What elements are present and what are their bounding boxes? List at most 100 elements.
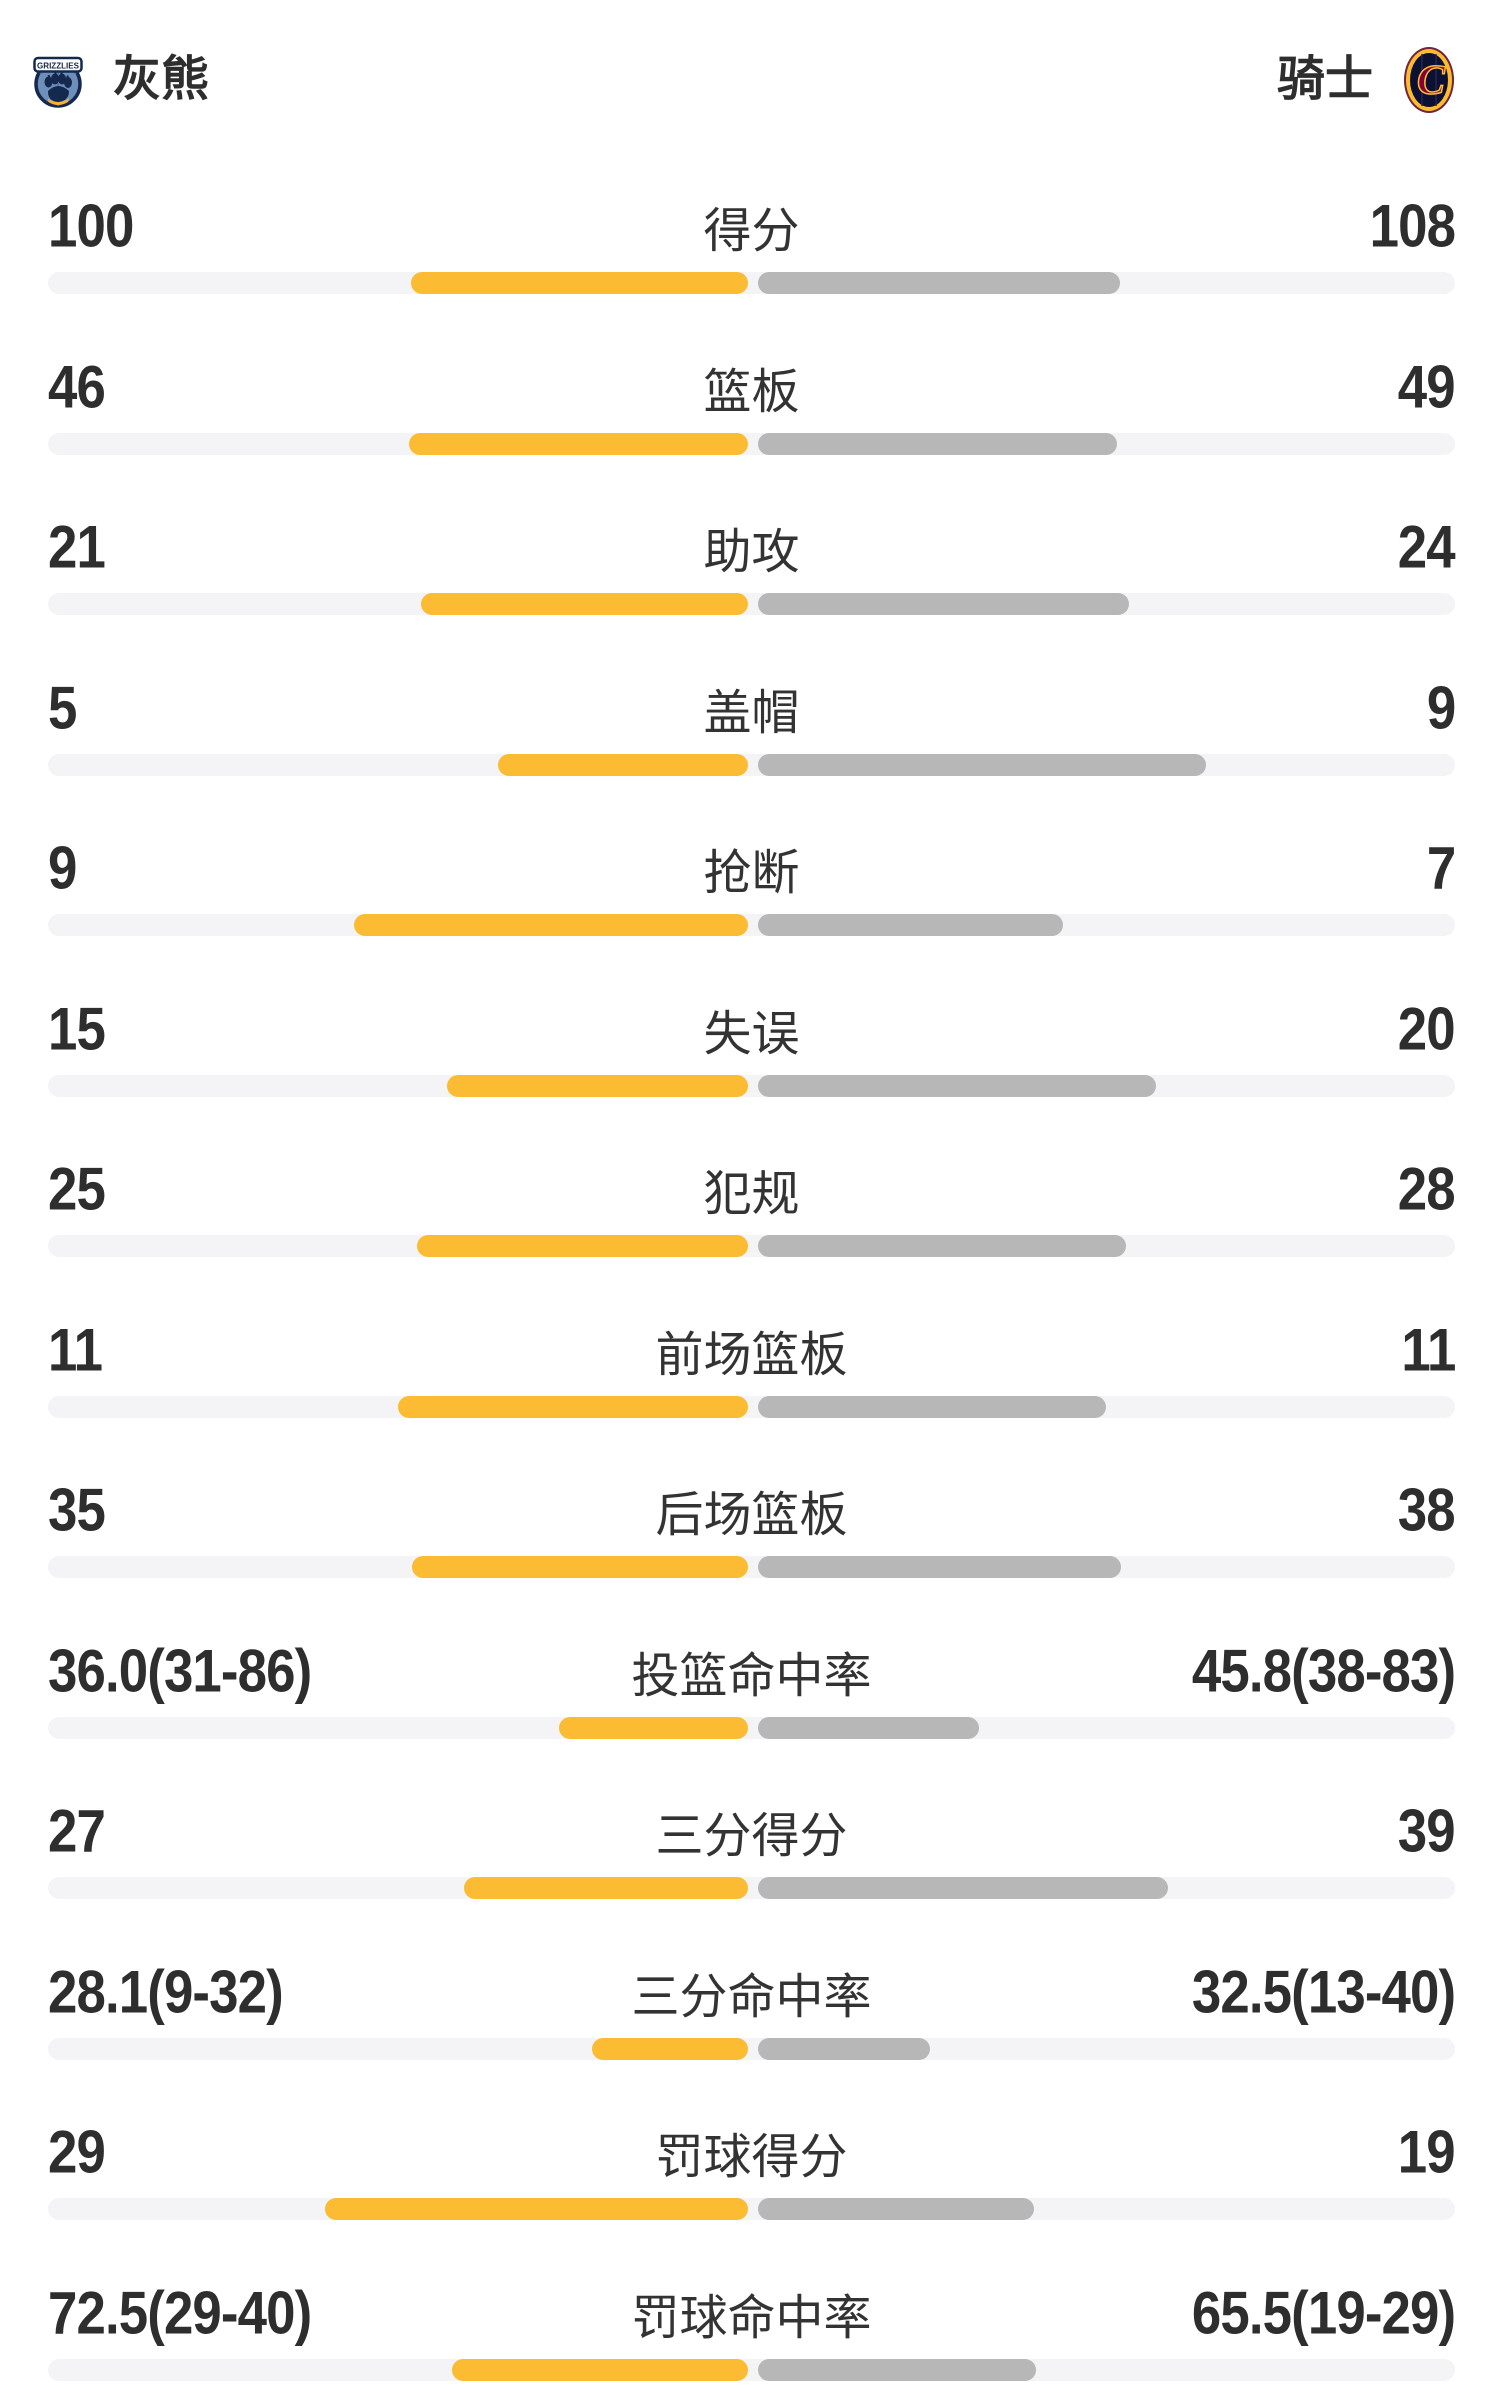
home-bar: [408, 432, 748, 455]
cavaliers-logo-text: C: [1417, 58, 1446, 104]
home-bar: [325, 2198, 748, 2220]
away-bar: [757, 432, 1118, 455]
team-away-name: 骑士: [1276, 53, 1373, 106]
stat-row-values: 36.0(31-86) 投篮命中率 45.8(38-83): [48, 1637, 1456, 1704]
home-bar: [464, 1877, 748, 1899]
home-bar: [411, 272, 748, 294]
away-value: 7: [1426, 834, 1456, 902]
stat-bar-track: [48, 2358, 1455, 2381]
home-value: 15: [48, 995, 106, 1062]
home-value: 11: [48, 1316, 103, 1383]
stat-row: 28.1(9-32) 三分命中率 32.5(13-40): [48, 1946, 1456, 2107]
stat-row-values: 21 助攻 24: [48, 514, 1456, 581]
away-bar: [757, 753, 1206, 776]
stat-row-values: 29 罚球得分 19: [48, 2119, 1456, 2186]
away-bar: [757, 1235, 1126, 1257]
home-bar: [420, 593, 748, 615]
stat-label: 三分命中率: [631, 1970, 872, 2024]
team-home-name: 灰熊: [113, 53, 210, 106]
stat-label: 盖帽: [703, 686, 800, 740]
home-bar: [412, 1556, 748, 1578]
stat-row: 15 失误 20: [48, 983, 1456, 1144]
home-bar: [397, 1395, 748, 1418]
stat-bar-track: [48, 432, 1455, 455]
home-value: 100: [48, 192, 134, 260]
stat-bar-track: [48, 753, 1455, 776]
stat-bar-track: [48, 1235, 1455, 1257]
stat-row: 27 三分得分 39: [48, 1785, 1456, 1946]
stat-label: 犯规: [703, 1168, 800, 1221]
stat-row-values: 46 篮板 49: [48, 353, 1456, 420]
away-value: 38: [1398, 1476, 1456, 1544]
stat-label: 投篮命中率: [631, 1649, 872, 1703]
home-value: 27: [48, 1797, 106, 1865]
home-value: 28.1(9-32): [48, 1958, 284, 2025]
stat-row: 100 得分 108: [48, 180, 1456, 341]
stat-bar-track: [48, 2037, 1455, 2060]
stat-row: 46 篮板 49: [48, 341, 1456, 502]
stat-label: 三分得分: [655, 1810, 848, 1863]
stat-bar-track: [48, 272, 1455, 294]
home-value: 36.0(31-86): [48, 1637, 312, 1704]
bear-paw-icon: [44, 71, 72, 102]
away-bar: [757, 1877, 1168, 1899]
stat-row: 36.0(31-86) 投篮命中率 45.8(38-83): [48, 1625, 1456, 1786]
team-home: GRIZZLIES 灰熊: [33, 46, 209, 114]
away-bar: [757, 914, 1063, 936]
stat-bar-track: [48, 593, 1455, 615]
away-bar: [757, 2037, 930, 2060]
away-bar: [757, 2198, 1034, 2220]
stat-label: 罚球命中率: [631, 2291, 872, 2345]
stat-row-values: 25 犯规 28: [48, 1156, 1456, 1223]
away-bar: [757, 2358, 1036, 2381]
home-value: 9: [48, 834, 77, 902]
away-value: 28: [1398, 1155, 1456, 1223]
away-value: 19: [1398, 2118, 1456, 2186]
away-value: 108: [1369, 192, 1456, 260]
home-bar: [354, 914, 748, 936]
home-bar: [417, 1235, 748, 1257]
away-value: 49: [1398, 353, 1456, 420]
home-bar: [497, 753, 748, 776]
stat-bar-track: [48, 2198, 1455, 2220]
stat-row-values: 72.5(29-40) 罚球命中率 65.5(19-29): [48, 2279, 1456, 2346]
stat-row-values: 27 三分得分 39: [48, 1798, 1456, 1865]
away-bar: [757, 1556, 1121, 1578]
home-value: 21: [48, 513, 106, 581]
stat-row: 25 犯规 28: [48, 1143, 1456, 1304]
stat-row: 5 盖帽 9: [48, 662, 1456, 823]
away-value: 20: [1398, 995, 1456, 1062]
home-value: 29: [48, 2118, 106, 2186]
stat-label: 后场篮板: [655, 1489, 848, 1542]
stat-row-values: 35 后场篮板 38: [48, 1477, 1456, 1544]
away-bar: [757, 1395, 1107, 1418]
team-away: 骑士 C: [1277, 46, 1455, 114]
away-value: 65.5(19-29): [1191, 2279, 1456, 2346]
away-bar: [757, 272, 1120, 294]
stat-row-values: 100 得分 108: [48, 193, 1456, 260]
stat-label: 助攻: [703, 526, 800, 579]
away-value: 11: [1400, 1316, 1456, 1383]
stat-row: 9 抢断 7: [48, 822, 1456, 983]
away-bar: [757, 1074, 1156, 1097]
stat-row-values: 11 前场篮板 11: [48, 1316, 1456, 1383]
stat-label: 抢断: [703, 847, 800, 900]
stat-row: 11 前场篮板 11: [48, 1304, 1456, 1465]
away-bar: [757, 1716, 979, 1739]
stat-bar-track: [48, 914, 1455, 936]
cavaliers-logo: C: [1404, 47, 1454, 113]
stat-row-values: 5 盖帽 9: [48, 674, 1456, 741]
stat-bar-track: [48, 1395, 1455, 1418]
home-bar: [591, 2037, 748, 2060]
stat-label: 前场篮板: [655, 1328, 848, 1382]
stat-label: 罚球得分: [655, 2131, 848, 2184]
stat-row-values: 28.1(9-32) 三分命中率 32.5(13-40): [48, 1958, 1456, 2025]
away-value: 32.5(13-40): [1191, 1958, 1456, 2025]
home-value: 46: [48, 353, 106, 420]
stat-row: 21 助攻 24: [48, 501, 1456, 662]
stat-row: 29 罚球得分 19: [48, 2106, 1456, 2267]
stat-label: 失误: [703, 1007, 800, 1061]
stat-bar-track: [48, 1074, 1455, 1097]
header: GRIZZLIES 灰熊 骑士 C: [0, 0, 1500, 180]
